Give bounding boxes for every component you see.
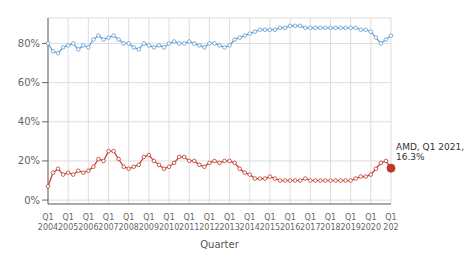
svg-text:Q1202: Q1202	[383, 213, 398, 232]
svg-text:40%: 40%	[18, 116, 40, 127]
svg-text:Q12014: Q12014	[240, 213, 260, 232]
svg-text:Q12015: Q12015	[260, 213, 280, 232]
svg-text:Q12008: Q12008	[119, 213, 139, 232]
svg-text:Q12019: Q12019	[340, 213, 360, 232]
svg-text:Q12013: Q12013	[219, 213, 239, 232]
svg-text:60%: 60%	[18, 77, 40, 88]
svg-text:Q12016: Q12016	[280, 213, 300, 232]
svg-text:80%: 80%	[18, 38, 40, 49]
svg-text:Q12020: Q12020	[361, 213, 381, 232]
svg-text:Q12011: Q12011	[179, 213, 199, 232]
svg-text:Q12007: Q12007	[98, 213, 118, 232]
svg-text:Quarter: Quarter	[200, 239, 240, 250]
svg-text:0%: 0%	[24, 195, 40, 206]
svg-text:20%: 20%	[18, 155, 40, 166]
svg-text:Q12017: Q12017	[300, 213, 320, 232]
svg-text:Q12004: Q12004	[38, 213, 58, 232]
svg-text:Q12018: Q12018	[320, 213, 340, 232]
svg-text:AMD, Q1 2021,16.3%: AMD, Q1 2021,16.3%	[396, 142, 464, 162]
svg-text:Q12005: Q12005	[58, 213, 78, 232]
svg-text:Q12006: Q12006	[78, 213, 98, 232]
svg-text:Q12009: Q12009	[139, 213, 159, 232]
svg-text:Q12010: Q12010	[159, 213, 179, 232]
svg-text:Q12012: Q12012	[199, 213, 219, 232]
